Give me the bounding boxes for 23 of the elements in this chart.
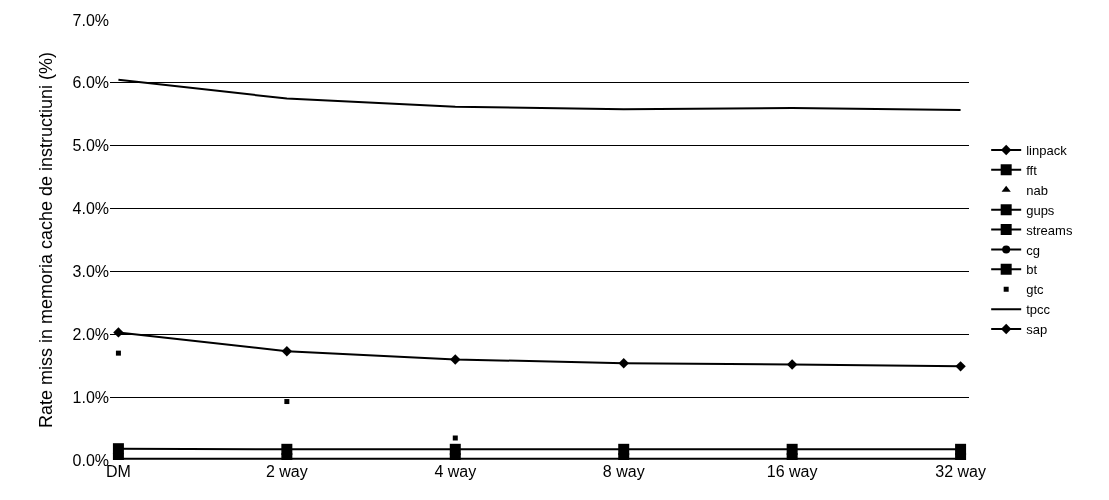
legend-label: bt <box>1026 262 1038 278</box>
y-tick-label: 4.0% <box>72 200 109 218</box>
legend-label: sap <box>1026 322 1048 338</box>
y-tick-label: 5.0% <box>72 137 109 155</box>
y-tick-label: 1.0% <box>72 388 109 406</box>
x-tick-label: 2 way <box>265 463 308 480</box>
y-tick-label: 6.0% <box>72 74 109 92</box>
y-axis-title: Rate miss in memoria cache de instructiuni (%) <box>35 51 56 429</box>
x-tick-label: 4 way <box>434 463 477 480</box>
legend-label: nab <box>1026 182 1048 198</box>
legend-label: linpack <box>1026 143 1068 159</box>
legend-label: fft <box>1026 162 1038 178</box>
x-tick-label: 32 way <box>935 463 986 480</box>
x-tick-label: 16 way <box>766 463 818 480</box>
legend-label: tpcc <box>1026 302 1051 318</box>
legend-label: streams <box>1026 222 1073 238</box>
x-tick-label: 8 way <box>602 463 645 480</box>
legend-label: gtc <box>1026 282 1045 298</box>
y-tick-label: 7.0% <box>72 11 109 29</box>
y-tick-label: 3.0% <box>72 263 109 281</box>
legend-label: gups <box>1026 202 1055 218</box>
y-tick-label: 2.0% <box>72 325 109 343</box>
legend-label: cg <box>1026 242 1040 258</box>
